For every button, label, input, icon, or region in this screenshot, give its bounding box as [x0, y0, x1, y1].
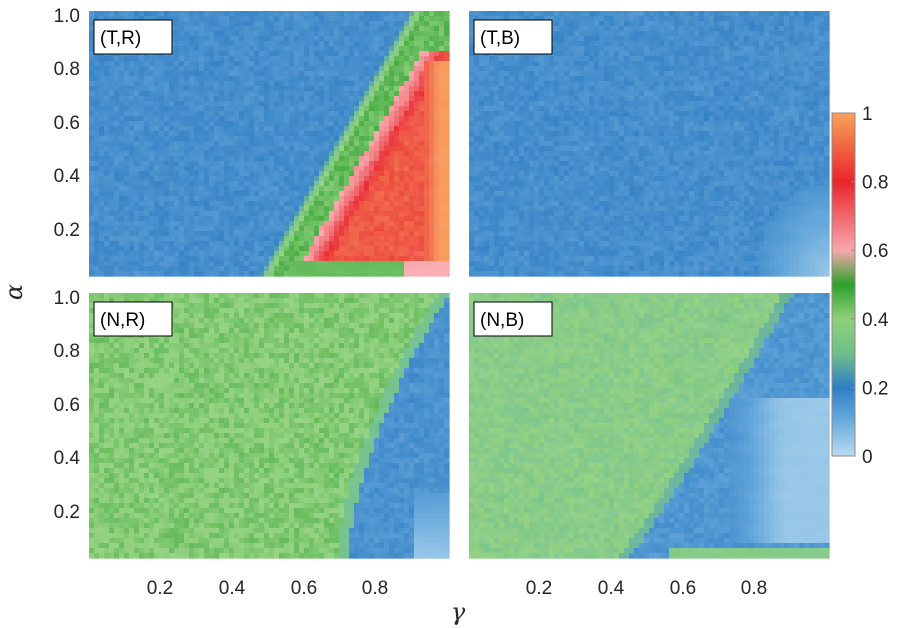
heatmap-texture [89, 11, 449, 276]
panel-TR-heatmap [89, 11, 450, 277]
